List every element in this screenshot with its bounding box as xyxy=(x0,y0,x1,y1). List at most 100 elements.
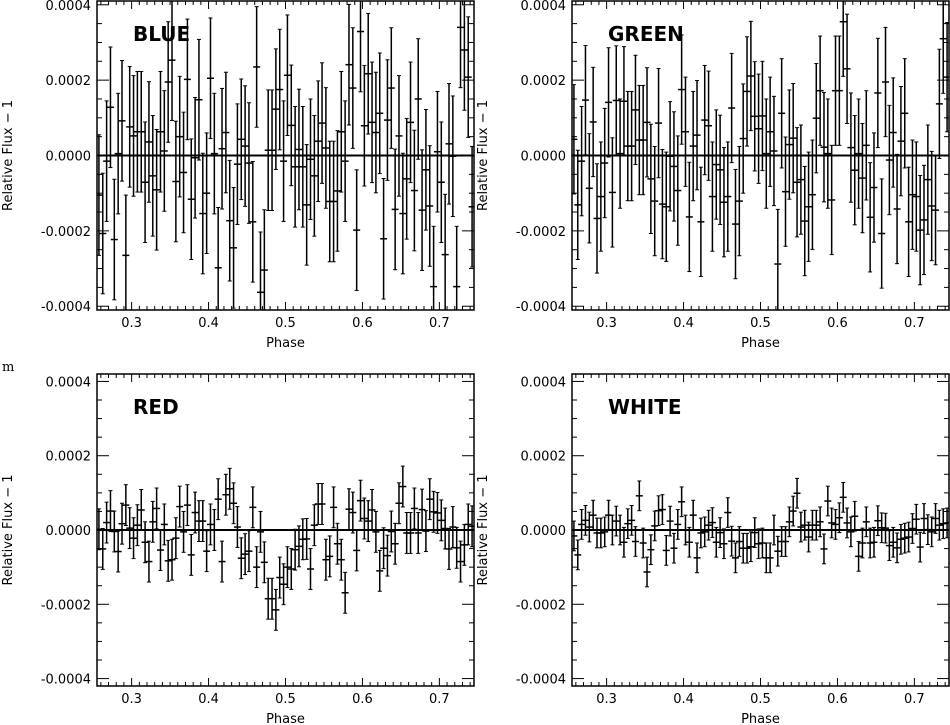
data-point xyxy=(295,525,303,568)
data-point xyxy=(160,90,168,212)
x-tick-label: 0.5 xyxy=(275,316,296,331)
data-point xyxy=(705,70,713,181)
data-point xyxy=(893,153,901,265)
data-point xyxy=(260,541,268,584)
data-point xyxy=(724,497,732,528)
data-point xyxy=(828,144,836,256)
data-point xyxy=(878,178,886,289)
data-point xyxy=(832,509,840,540)
data-point xyxy=(314,80,322,202)
data-point xyxy=(693,80,701,191)
data-point xyxy=(685,161,693,273)
data-point xyxy=(755,73,763,184)
data-point xyxy=(280,100,288,222)
data-point xyxy=(720,528,728,560)
data-point xyxy=(916,174,924,286)
x-tick-label: 0.7 xyxy=(429,316,450,331)
data-point xyxy=(789,495,797,527)
data-point xyxy=(793,127,801,238)
data-point xyxy=(464,16,472,138)
data-point xyxy=(318,62,326,184)
data-point xyxy=(253,6,261,128)
data-point xyxy=(187,138,195,261)
data-point xyxy=(766,542,774,574)
data-point xyxy=(110,178,118,301)
data-point xyxy=(383,59,391,181)
data-point xyxy=(774,535,782,567)
data-point xyxy=(97,134,103,256)
data-point xyxy=(249,486,257,529)
data-point xyxy=(924,514,932,545)
data-point xyxy=(824,485,832,517)
data-point xyxy=(99,172,107,295)
data-point xyxy=(218,87,226,210)
data-point xyxy=(785,506,793,538)
y-axis-label: Relative Flux − 1 xyxy=(1,474,16,585)
data-point xyxy=(805,151,813,262)
y-tick-label: 0.0002 xyxy=(521,450,567,465)
data-point xyxy=(241,85,249,207)
data-point xyxy=(383,534,391,577)
data-point xyxy=(349,491,357,534)
data-point xyxy=(701,64,709,176)
y-axis-label: Relative Flux − 1 xyxy=(476,474,491,585)
data-point xyxy=(943,21,949,133)
data-point xyxy=(708,507,716,538)
data-point xyxy=(735,526,743,557)
data-point xyxy=(762,98,770,209)
data-point xyxy=(276,556,284,599)
data-point xyxy=(130,75,138,197)
data-point xyxy=(585,133,593,244)
data-point xyxy=(333,522,341,565)
data-point xyxy=(885,104,893,216)
data-point xyxy=(287,64,295,187)
data-point xyxy=(226,467,234,510)
data-point xyxy=(916,531,924,563)
data-point xyxy=(628,504,636,536)
data-point xyxy=(460,1,468,111)
data-point xyxy=(705,509,713,541)
data-point xyxy=(608,137,616,248)
data-point xyxy=(407,512,415,554)
y-tick-label: -0.0002 xyxy=(41,598,91,613)
data-point xyxy=(670,111,678,222)
y-axis-label: Relative Flux − 1 xyxy=(1,100,16,211)
data-point xyxy=(360,64,368,187)
data-point xyxy=(678,34,686,145)
data-point xyxy=(368,61,376,184)
data-point xyxy=(601,516,609,548)
data-point xyxy=(441,193,449,310)
data-point xyxy=(291,106,299,228)
data-point xyxy=(751,61,759,172)
data-point xyxy=(422,109,430,231)
data-point xyxy=(889,77,897,188)
data-point xyxy=(882,512,890,544)
data-point xyxy=(422,510,430,553)
x-tick-label: 0.6 xyxy=(352,692,373,707)
data-point xyxy=(307,98,315,221)
data-point xyxy=(410,487,418,530)
data-point xyxy=(287,548,295,590)
data-point xyxy=(572,84,578,195)
data-point xyxy=(605,47,613,158)
data-point xyxy=(407,61,415,184)
data-point xyxy=(153,487,161,530)
panel-title: RED xyxy=(133,395,179,419)
stray-mark: m xyxy=(2,360,15,375)
data-point xyxy=(453,526,461,569)
data-point xyxy=(635,480,643,512)
data-point xyxy=(133,504,141,547)
data-point xyxy=(103,100,111,222)
y-tick-label: -0.0004 xyxy=(41,300,91,315)
data-point xyxy=(897,86,905,197)
data-point xyxy=(932,155,940,266)
data-point xyxy=(380,177,388,300)
data-point xyxy=(410,129,418,252)
data-point xyxy=(318,483,326,525)
data-point xyxy=(341,571,349,614)
data-point xyxy=(716,517,724,548)
data-point xyxy=(387,510,395,553)
data-point xyxy=(870,132,878,243)
data-point xyxy=(368,489,376,531)
